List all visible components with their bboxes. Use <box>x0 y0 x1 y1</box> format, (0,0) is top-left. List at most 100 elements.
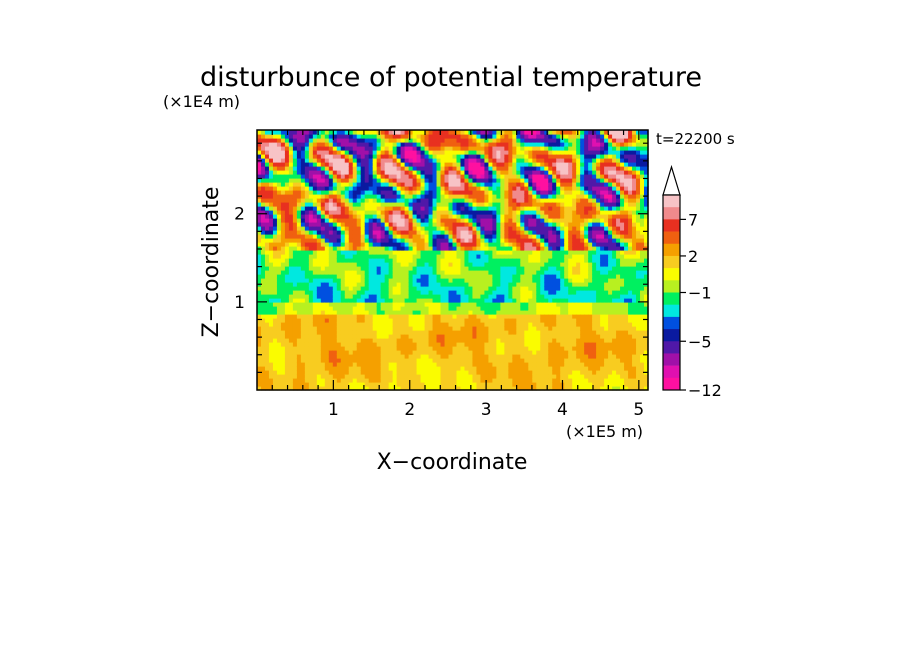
field-cell <box>500 278 505 283</box>
field-cell <box>316 346 322 351</box>
field-cell <box>280 198 286 203</box>
field-cell <box>368 282 374 287</box>
field-cell <box>384 226 390 231</box>
field-cell <box>384 302 390 307</box>
field-cell <box>484 322 490 327</box>
field-cell <box>324 226 330 231</box>
field-cell <box>324 142 330 147</box>
field-cell <box>548 310 553 315</box>
field-cell <box>548 218 553 223</box>
field-cell <box>300 214 306 219</box>
field-cell <box>296 270 302 275</box>
field-cell <box>296 350 302 355</box>
field-cell <box>284 138 290 143</box>
field-cell <box>420 362 426 367</box>
field-cell <box>308 190 314 195</box>
field-cell <box>468 286 474 291</box>
field-cell <box>492 282 497 287</box>
field-cell <box>532 294 537 299</box>
field-cell <box>516 310 521 315</box>
field-cell <box>532 338 537 343</box>
field-cell <box>260 210 266 215</box>
field-cell <box>496 162 501 167</box>
field-cell <box>376 294 382 299</box>
field-cell <box>524 338 529 343</box>
field-cell <box>432 302 438 307</box>
field-cell <box>432 130 438 135</box>
field-cell <box>300 354 306 359</box>
field-cell <box>396 330 402 335</box>
field-cell <box>360 202 366 207</box>
field-cell <box>388 226 394 231</box>
field-cell <box>396 198 402 203</box>
field-cell <box>360 170 366 175</box>
field-cell <box>504 258 509 263</box>
field-cell <box>324 250 330 255</box>
field-cell <box>540 158 545 163</box>
field-cell <box>364 230 370 235</box>
field-cell <box>304 386 310 391</box>
field-cell <box>480 146 486 151</box>
field-cell <box>396 354 402 359</box>
field-cell <box>444 282 450 287</box>
field-cell <box>396 138 402 143</box>
field-cell <box>320 186 326 191</box>
field-cell <box>424 302 430 307</box>
field-cell <box>380 250 386 255</box>
field-cell <box>288 382 294 387</box>
field-cell <box>460 138 466 143</box>
field-cell <box>257 338 262 343</box>
field-cell <box>340 134 346 139</box>
field-cell <box>324 162 330 167</box>
field-cell <box>432 322 438 327</box>
field-cell <box>504 330 509 335</box>
field-cell <box>300 338 306 343</box>
field-cell <box>432 318 438 323</box>
field-cell <box>560 298 565 303</box>
field-cell <box>352 378 358 383</box>
field-cell <box>408 162 414 167</box>
field-cell <box>560 274 565 279</box>
field-cell <box>272 174 278 179</box>
field-cell <box>396 166 402 171</box>
field-cell <box>368 190 374 195</box>
field-cell <box>388 314 394 319</box>
field-cell <box>484 362 490 367</box>
field-cell <box>508 310 513 315</box>
field-cell <box>328 250 334 255</box>
field-cell <box>556 262 561 267</box>
field-cell <box>508 202 513 207</box>
field-cell <box>404 326 410 331</box>
field-cell <box>464 242 470 247</box>
field-cell <box>408 374 414 379</box>
field-cell <box>484 310 490 315</box>
field-cell <box>384 230 390 235</box>
field-cell <box>340 206 346 211</box>
field-cell <box>424 378 430 383</box>
field-cell <box>376 254 382 259</box>
field-cell <box>320 134 326 139</box>
field-cell <box>316 290 322 295</box>
field-cell <box>348 150 354 155</box>
field-cell <box>548 222 553 227</box>
field-cell <box>300 350 306 355</box>
field-cell <box>356 226 362 231</box>
field-cell <box>272 230 278 235</box>
field-cell <box>288 318 294 323</box>
field-cell <box>376 258 382 263</box>
field-cell <box>540 366 545 371</box>
field-cell <box>328 382 334 387</box>
field-cell <box>348 290 354 295</box>
field-cell <box>432 258 438 263</box>
field-cell <box>420 198 426 203</box>
field-cell <box>300 358 306 363</box>
field-cell <box>452 290 458 295</box>
field-cell <box>412 366 418 371</box>
field-cell <box>368 198 374 203</box>
field-cell <box>444 326 450 331</box>
field-cell <box>380 262 386 267</box>
field-cell <box>528 330 533 335</box>
field-cell <box>360 162 366 167</box>
field-cell <box>528 322 533 327</box>
field-cell <box>340 190 346 195</box>
